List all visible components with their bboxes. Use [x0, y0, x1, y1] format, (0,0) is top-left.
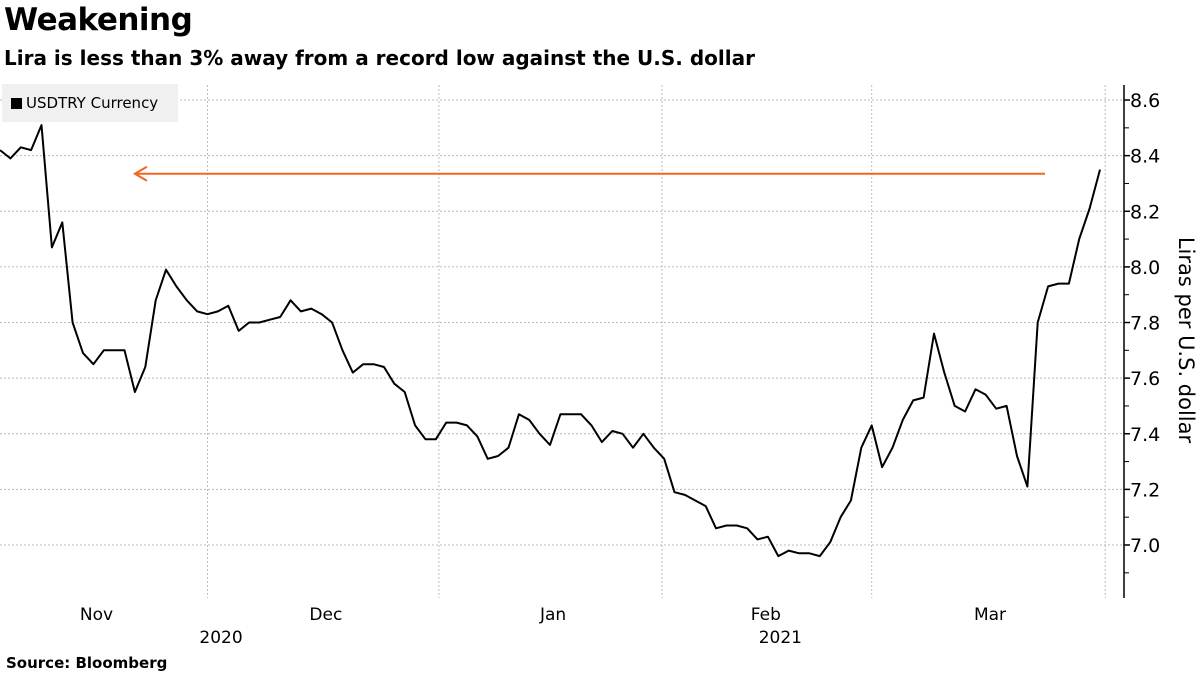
y-tick-label: 8.2: [1130, 201, 1160, 223]
legend: USDTRY Currency: [2, 84, 178, 122]
x-tick-label: Jan: [539, 605, 566, 625]
x-tick-label: Dec: [309, 605, 342, 625]
source-note: Source: Bloomberg: [6, 654, 168, 672]
y-tick-label: 7.8: [1130, 313, 1160, 335]
y-tick-label: 7.2: [1130, 479, 1160, 501]
chart-title: Weakening: [4, 2, 193, 38]
x-year-label: 2021: [759, 628, 802, 648]
y-tick-label: 8.0: [1130, 257, 1160, 279]
y-axis-label: Liras per U.S. dollar: [1174, 236, 1198, 444]
legend-label: USDTRY Currency: [26, 94, 159, 112]
x-tick-label: Feb: [751, 605, 781, 625]
legend-swatch: [11, 97, 22, 109]
arrow-annotation-head: [132, 165, 148, 182]
y-tick-label: 7.0: [1130, 535, 1160, 557]
y-tick-label: 8.4: [1130, 146, 1160, 168]
y-tick-label: 8.6: [1130, 90, 1160, 112]
y-tick-label: 7.4: [1130, 424, 1160, 446]
chart-subtitle: Lira is less than 3% away from a record …: [4, 46, 755, 70]
series-line-usdtry: [0, 124, 1101, 558]
x-year-label: 2020: [199, 628, 242, 648]
x-tick-label: Nov: [80, 605, 113, 625]
x-tick-label: Mar: [974, 605, 1006, 625]
y-tick-label: 7.6: [1130, 368, 1160, 390]
